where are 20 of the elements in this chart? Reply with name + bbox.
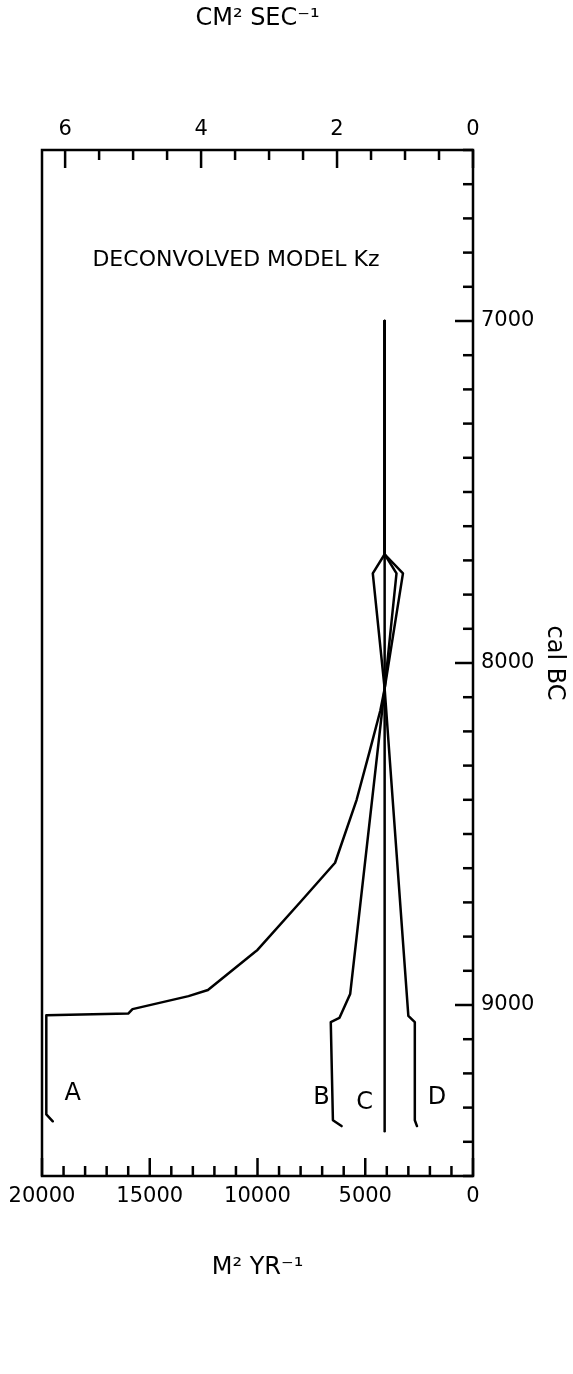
- x-tick-label: 20000: [8, 1183, 76, 1208]
- x-tick-label: 5000: [338, 1183, 392, 1208]
- y-tick-label: 9000: [481, 991, 535, 1016]
- x-tick-label: 10000: [224, 1183, 291, 1208]
- x-axis-title: M² YR⁻¹: [211, 1251, 304, 1280]
- x2-tick-label: 4: [194, 115, 208, 140]
- series-label: C: [356, 1087, 374, 1116]
- x2-tick-label: 6: [58, 115, 72, 140]
- series-label: D: [427, 1082, 447, 1111]
- x2-axis-title: CM² SEC⁻¹: [195, 2, 320, 31]
- y-axis-title: cal BC: [542, 625, 571, 701]
- x-tick-label: 15000: [116, 1183, 184, 1208]
- x-tick-label: 0: [466, 1183, 480, 1208]
- text: DECONVOLVED MODEL Kz: [92, 245, 380, 271]
- x2-tick-label: 2: [330, 115, 344, 140]
- y-tick-label: 7000: [481, 307, 535, 332]
- series-label: A: [64, 1077, 82, 1106]
- x2-tick-label: 0: [466, 115, 480, 140]
- series-label: B: [313, 1082, 330, 1111]
- y-tick-label: 8000: [481, 649, 535, 674]
